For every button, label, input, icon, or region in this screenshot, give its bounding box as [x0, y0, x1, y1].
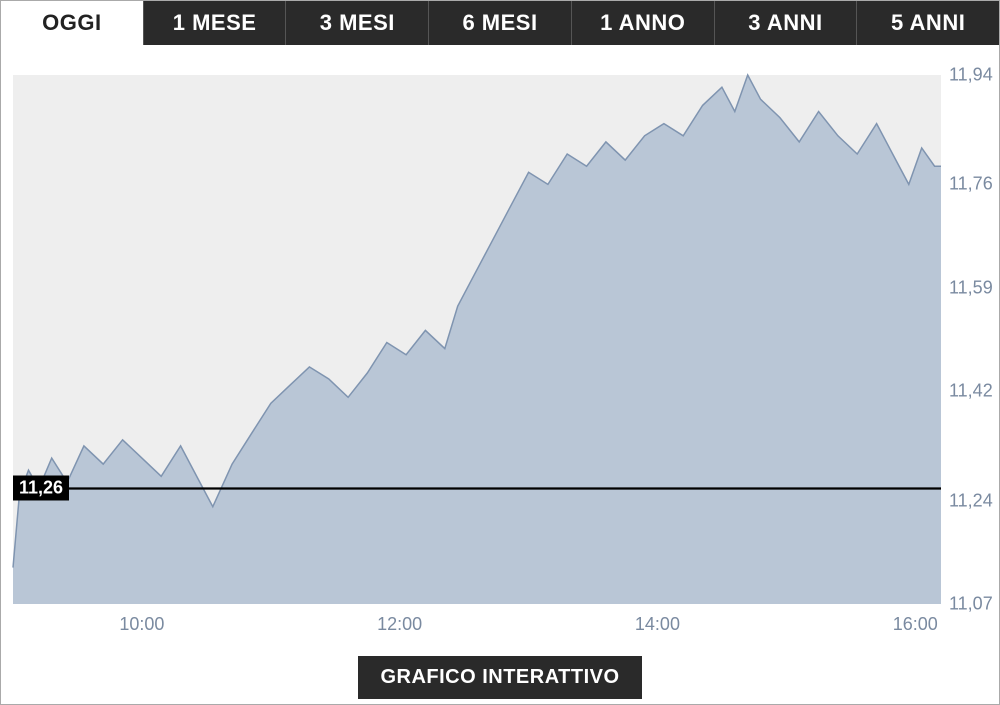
- time-range-tab[interactable]: OGGI: [1, 1, 144, 45]
- time-range-tab[interactable]: 3 MESI: [286, 1, 429, 45]
- time-range-tab[interactable]: 5 ANNI: [857, 1, 999, 45]
- stock-chart-widget: OGGI1 MESE3 MESI6 MESI1 ANNO3 ANNI5 ANNI…: [0, 0, 1000, 705]
- x-axis-tick-label: 12:00: [377, 614, 422, 635]
- y-axis-tick-label: 11,59: [949, 277, 993, 298]
- time-range-tab[interactable]: 1 ANNO: [572, 1, 715, 45]
- time-range-tab[interactable]: 1 MESE: [144, 1, 287, 45]
- time-range-tabs: OGGI1 MESE3 MESI6 MESI1 ANNO3 ANNI5 ANNI: [1, 1, 999, 45]
- price-area-fill: [13, 75, 941, 604]
- x-axis-tick-label: 10:00: [119, 614, 164, 635]
- x-axis-tick-label: 16:00: [893, 614, 938, 635]
- interactive-chart-button[interactable]: GRAFICO INTERATTIVO: [358, 656, 641, 699]
- chart-footer: GRAFICO INTERATTIVO: [1, 652, 999, 704]
- time-range-tab[interactable]: 6 MESI: [429, 1, 572, 45]
- chart-area: 11,26 11,07 11,24 11,42 11,59 11,76 11,94 10:00…: [1, 45, 999, 652]
- y-axis-tick-label: 11,07: [949, 594, 993, 615]
- x-axis-tick-label: 14:00: [635, 614, 680, 635]
- y-axis-tick-label: 11,24: [949, 490, 993, 511]
- y-axis-tick-label: 11,76: [949, 174, 993, 195]
- y-axis-tick-label: 11,42: [949, 381, 993, 402]
- time-range-tab[interactable]: 3 ANNI: [715, 1, 858, 45]
- reference-price-label: 11,26: [13, 476, 69, 501]
- chart-svg: [1, 45, 999, 652]
- y-axis-tick-label: 11,94: [949, 65, 993, 86]
